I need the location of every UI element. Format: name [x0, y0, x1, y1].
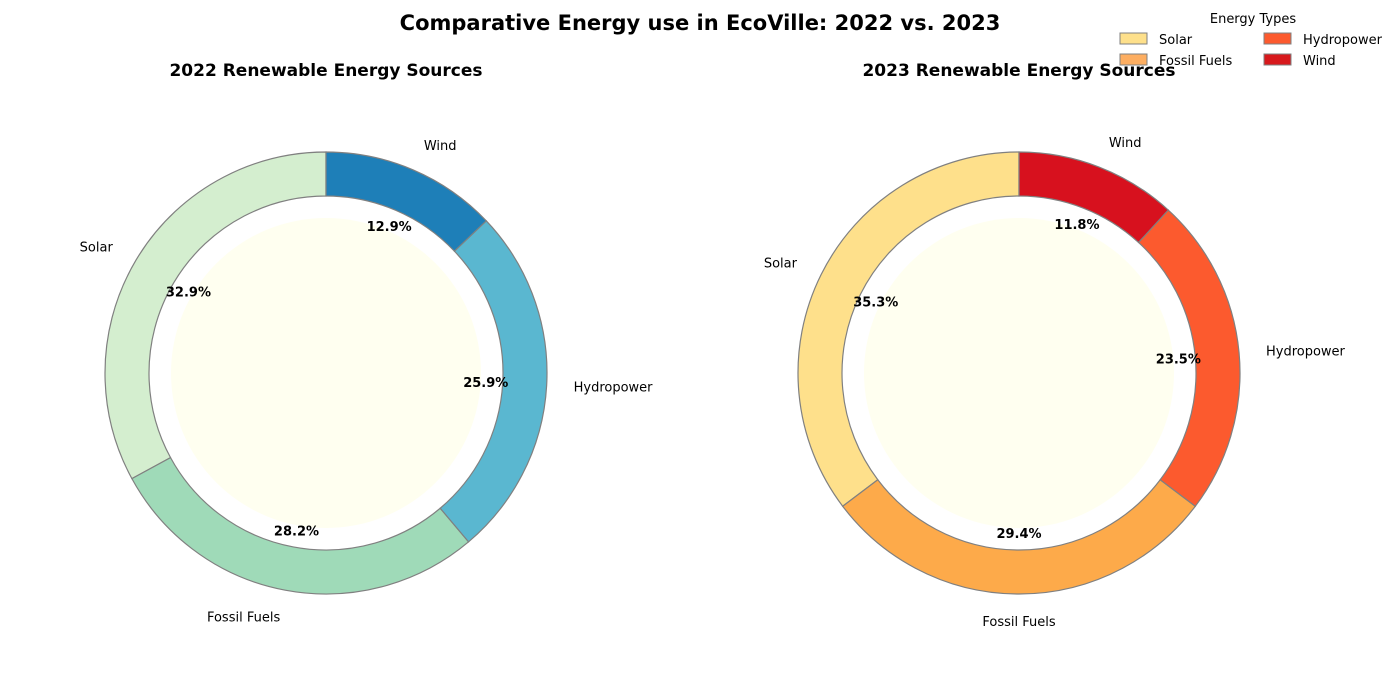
legend-label-fossil-fuels: Fossil Fuels [1159, 54, 1232, 69]
legend-label-hydropower: Hydropower [1303, 33, 1383, 48]
pct-label-solar-2023: 35.3% [853, 296, 898, 311]
legend: Energy Types Solar Fossil Fuels Hydropow… [1119, 12, 1383, 69]
slice-label-solar-2022: Solar [80, 240, 114, 255]
slice-label-hydropower-2022: Hydropower [574, 381, 654, 396]
legend-swatch-wind [1263, 53, 1292, 66]
slice-label-wind-2022: Wind [424, 139, 457, 154]
pct-label-wind-2023: 11.8% [1054, 218, 1099, 233]
slice-wind-2023 [1018, 151, 1170, 244]
legend-label-solar: Solar [1159, 33, 1193, 48]
legend-swatch-fossil-fuels [1119, 53, 1148, 66]
slice-wind-2022 [325, 151, 488, 252]
legend-title: Energy Types [1210, 12, 1297, 27]
pct-label-solar-2022: 32.9% [166, 285, 211, 300]
donut-chart-2022: 2022 Renewable Energy Sources Solar Fossi… [80, 61, 654, 626]
legend-swatch-solar [1119, 32, 1148, 45]
donut-center-2022 [171, 218, 481, 528]
legend-label-wind: Wind [1303, 54, 1336, 69]
slice-label-fossil-fuels-2022: Fossil Fuels [207, 611, 280, 626]
slice-label-hydropower-2023: Hydropower [1266, 344, 1346, 359]
slice-label-wind-2023: Wind [1109, 136, 1142, 151]
donut-center-2023 [864, 218, 1174, 528]
legend-swatch-hydropower [1263, 32, 1292, 45]
donut-chart-2023: 2023 Renewable Energy Sources Solar Fossi… [764, 61, 1346, 630]
pct-label-hydropower-2022: 25.9% [463, 376, 508, 391]
pct-label-wind-2022: 12.9% [367, 220, 412, 235]
pct-label-fossil-fuels-2022: 28.2% [274, 524, 319, 539]
chart-title-2023: 2023 Renewable Energy Sources [862, 61, 1175, 81]
pct-label-fossil-fuels-2023: 29.4% [996, 527, 1041, 542]
chart-title-2022: 2022 Renewable Energy Sources [169, 61, 482, 81]
pct-label-hydropower-2023: 23.5% [1156, 352, 1201, 367]
figure-title: Comparative Energy use in EcoVille: 2022… [400, 11, 1001, 35]
slice-label-solar-2023: Solar [764, 256, 798, 271]
slice-label-fossil-fuels-2023: Fossil Fuels [982, 615, 1055, 630]
